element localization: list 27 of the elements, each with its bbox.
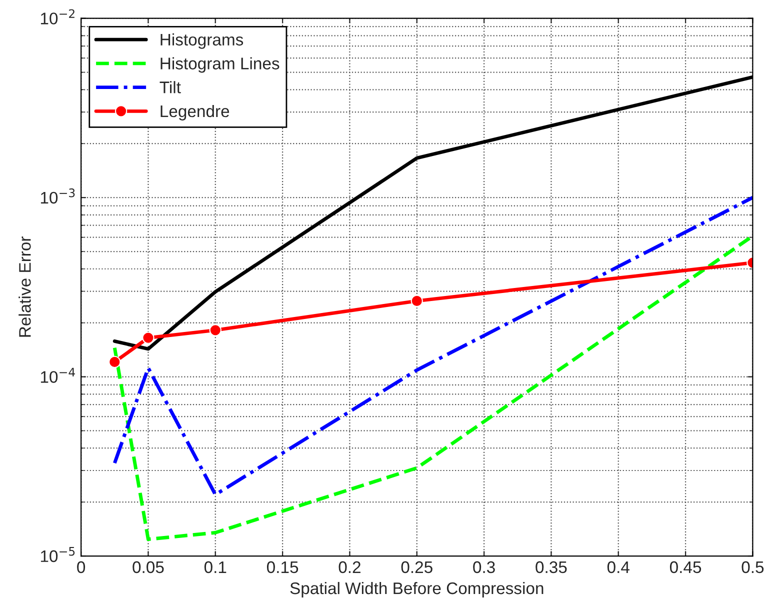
x-tick-label: 0.4 [607, 561, 630, 574]
point [142, 332, 154, 344]
x-axis-title: Spatial Width Before Compression [290, 582, 544, 598]
x-tick-label: 0.45 [670, 561, 702, 574]
x-tick-label: 0.35 [536, 561, 567, 574]
line-series [112, 234, 753, 541]
y-tick-label: 10$^{−4}$ [40, 368, 75, 383]
y-tick-label: 10$^{−5}$ [40, 547, 75, 562]
y-tick-label: 10$^{−3}$ [40, 188, 75, 204]
point [410, 294, 423, 307]
y-axis-title: Relative Error [18, 236, 31, 337]
legend-label: Tilt [160, 81, 181, 94]
x-tick-label: 0 [77, 561, 86, 574]
x-tick-label: 0.05 [132, 561, 164, 574]
x-tick-label: 0.25 [401, 561, 432, 574]
x-tick-label: 0.2 [338, 561, 360, 574]
line-series [112, 196, 753, 496]
legend-label: Histogram Lines [160, 57, 280, 73]
x-tick-label: 0.3 [473, 561, 495, 574]
legend-label: Histograms [160, 33, 244, 49]
y-tick-label: 10$^{−2}$ [40, 9, 74, 24]
point [209, 324, 222, 336]
legend-label: Legendre [160, 104, 230, 120]
x-tick-label: 0.5 [742, 561, 764, 574]
x-tick-label: 0.15 [266, 561, 298, 574]
x-tick-label: 0.1 [204, 561, 226, 574]
point [108, 356, 121, 368]
